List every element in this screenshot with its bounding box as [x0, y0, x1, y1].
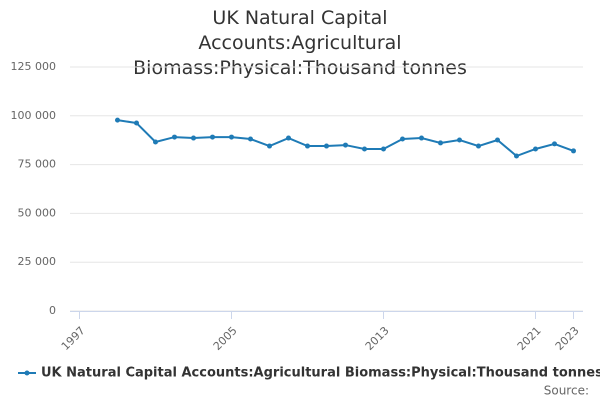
data-point: [438, 140, 443, 146]
chart-title: UK Natural Capital Accounts:Agricultural…: [133, 7, 467, 79]
data-point: [210, 134, 215, 140]
data-point: [343, 142, 348, 148]
x-tick-label: 2021: [515, 324, 544, 353]
x-tick-label: 1997: [59, 324, 88, 353]
data-point: [248, 136, 253, 142]
data-point: [229, 134, 234, 140]
data-point: [476, 143, 481, 149]
data-point: [495, 137, 500, 143]
series-line: [117, 119, 574, 158]
data-point: [571, 148, 576, 154]
x-tick-label: 2005: [211, 324, 240, 353]
y-tick-label: 75 000: [18, 158, 57, 171]
data-point: [362, 146, 367, 152]
data-point: [533, 146, 538, 152]
data-point: [419, 135, 424, 141]
data-point: [400, 136, 405, 142]
data-point: [514, 153, 519, 159]
y-tick-label: 25 000: [18, 255, 57, 268]
y-tick-label: 0: [49, 304, 56, 317]
data-point: [115, 117, 120, 123]
data-point: [286, 135, 291, 141]
y-tick-label: 100 000: [11, 109, 57, 122]
data-point: [172, 134, 177, 140]
x-tick-label: 2013: [363, 324, 392, 353]
legend-label: UK Natural Capital Accounts:Agricultural…: [41, 366, 600, 381]
data-point: [153, 139, 158, 145]
title-box: UK Natural Capital Accounts:Agricultural…: [0, 6, 600, 81]
data-point: [191, 135, 196, 141]
data-point: [457, 137, 462, 143]
data-point: [267, 143, 272, 149]
y-tick-label: 50 000: [18, 206, 57, 219]
source: Source:: [544, 384, 589, 398]
y-tick-label: 125 000: [11, 60, 57, 73]
legend-marker: [24, 370, 30, 376]
x-tick-label: 2023: [553, 324, 582, 353]
data-point: [134, 120, 139, 126]
data-point: [552, 141, 557, 147]
data-point: [305, 143, 310, 149]
data-point: [381, 146, 386, 152]
data-point: [324, 143, 329, 149]
